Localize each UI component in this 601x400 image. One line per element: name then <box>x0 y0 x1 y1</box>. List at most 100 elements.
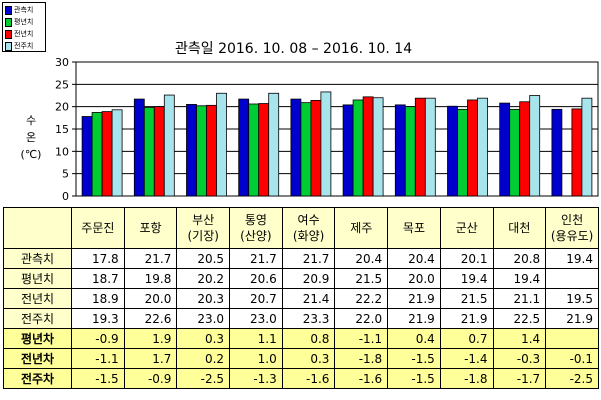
bar <box>186 104 197 197</box>
bar <box>424 97 436 197</box>
bar <box>394 104 406 197</box>
table-cell: 23.3 <box>281 308 336 329</box>
table-cell <box>545 328 599 349</box>
bar <box>258 103 270 197</box>
table-cell: 19.8 <box>123 268 178 289</box>
table-cell: 1.7 <box>123 348 178 369</box>
data-table: 주문진 포항 부산 (기장) 통영 (산양) 여수 (화양) 제주 목포 군산 대천 인천 (용유도) 관측… <box>3 207 599 389</box>
y-tick-label: 30 <box>55 56 69 69</box>
bar <box>404 106 416 197</box>
table-row: 평년차 -0.9 1.9 0.3 1.1 0.8 -1.1 0.4 0.7 1.4 <box>3 328 599 349</box>
column-header-line: 부산 <box>192 213 215 227</box>
column-header-line: 군산 <box>455 221 478 235</box>
chart-title: 관측일 2016. 10. 08 – 2016. 10. 14 <box>175 41 413 57</box>
bar <box>519 101 531 197</box>
bar <box>111 109 123 197</box>
table-cell: -1.4 <box>439 348 494 369</box>
bar <box>268 92 280 197</box>
column-header: 주문진 <box>71 207 125 249</box>
bar <box>457 108 468 197</box>
table-cell: -1.6 <box>281 368 336 389</box>
legend-item: 전년치 <box>5 28 43 40</box>
legend-swatch <box>5 29 12 39</box>
bar <box>133 98 145 197</box>
table-cell: -2.5 <box>545 368 599 389</box>
table-cell: 20.0 <box>387 268 441 289</box>
table-row: 관측치 17.8 21.7 20.5 21.7 21.7 20.4 20.4 20.1 20.8 1… <box>3 248 599 269</box>
y-tick-label: 25 <box>55 78 69 91</box>
column-header: 제주 <box>334 207 389 249</box>
table-cell: -1.6 <box>334 368 389 389</box>
table-cell: -1.5 <box>71 368 125 389</box>
table-cell: 20.4 <box>334 248 389 269</box>
bar <box>342 104 354 197</box>
legend-swatch <box>5 17 12 27</box>
bar <box>101 111 113 197</box>
table-cell: 20.7 <box>229 288 283 309</box>
bar <box>499 102 511 197</box>
bar <box>91 112 103 197</box>
table-cell: -1.1 <box>71 348 125 369</box>
y-axis-label: 수 온 (℃) <box>20 112 42 163</box>
table-cell: 22.2 <box>334 288 389 309</box>
table-cell: 19.3 <box>71 308 125 329</box>
row-label: 평년차 <box>3 328 72 349</box>
y-tick-label: 15 <box>55 123 69 136</box>
legend-label: 전주치 <box>14 42 34 50</box>
bar <box>362 96 374 197</box>
bar <box>529 95 541 197</box>
table-cell: 18.7 <box>71 268 125 289</box>
table-cell: -0.1 <box>545 348 599 369</box>
table-cell: -1.3 <box>229 368 283 389</box>
table-cell: 20.2 <box>176 268 231 289</box>
bar <box>300 102 312 197</box>
table-cell: -2.5 <box>176 368 231 389</box>
table-row: 전주치 19.3 22.6 23.0 23.0 23.3 22.0 21.9 21.9 22.5 2… <box>3 308 599 329</box>
column-header-line: (산양) <box>240 229 272 243</box>
column-header-line: 제주 <box>350 221 373 235</box>
table-cell: 0.7 <box>439 328 494 349</box>
table-cell: 21.4 <box>281 288 336 309</box>
table-cell: 22.6 <box>123 308 178 329</box>
table-cell: 21.9 <box>439 308 494 329</box>
bar <box>143 107 155 197</box>
table-cell: -1.5 <box>387 368 441 389</box>
table-cell: 0.3 <box>176 328 231 349</box>
bar <box>290 98 302 197</box>
bar <box>372 97 384 197</box>
table-cell: 19.4 <box>545 248 599 269</box>
column-header-line: 목포 <box>402 221 426 235</box>
table-cell: -1.5 <box>387 348 441 369</box>
table-cell: -1.7 <box>492 368 547 389</box>
bar <box>477 97 488 197</box>
y-tick-label: 10 <box>55 145 69 158</box>
bar <box>571 108 583 197</box>
table-cell: 20.8 <box>492 248 547 269</box>
table-header-row: 주문진 포항 부산 (기장) 통영 (산양) 여수 (화양) 제주 목포 군산 대천 인천 (용유도) <box>3 207 599 249</box>
legend-item: 평년치 <box>5 16 43 28</box>
table-cell: 21.5 <box>334 268 389 289</box>
table-cell: 23.0 <box>229 308 283 329</box>
table-cell: 21.7 <box>281 248 336 269</box>
table-cell: 21.9 <box>545 308 599 329</box>
column-header-line: 여수 <box>297 213 320 227</box>
table-cell: 0.4 <box>387 328 441 349</box>
table-cell: 19.4 <box>439 268 494 289</box>
table-cell: 1.1 <box>229 328 283 349</box>
y-axis-label-line: (℃) <box>20 148 42 161</box>
table-cell: 21.1 <box>492 288 547 309</box>
table-cell: -0.9 <box>71 328 125 349</box>
table-cell: 17.8 <box>71 248 125 269</box>
table-row: 전년차 -1.1 1.7 0.2 1.0 0.3 -1.8 -1.5 -1.4 -0.3 -0.1 <box>3 348 599 369</box>
y-tick-label: 20 <box>55 101 69 114</box>
column-header-line: 포항 <box>139 221 162 235</box>
table-cell: 20.6 <box>229 268 283 289</box>
legend-label: 관측치 <box>14 6 34 14</box>
table-cell: -0.9 <box>123 368 178 389</box>
table-cell: 19.4 <box>492 268 547 289</box>
row-label: 전년치 <box>3 288 72 309</box>
legend-swatch <box>5 5 12 15</box>
bar <box>414 97 426 197</box>
bar <box>581 97 593 197</box>
bar <box>163 94 175 197</box>
